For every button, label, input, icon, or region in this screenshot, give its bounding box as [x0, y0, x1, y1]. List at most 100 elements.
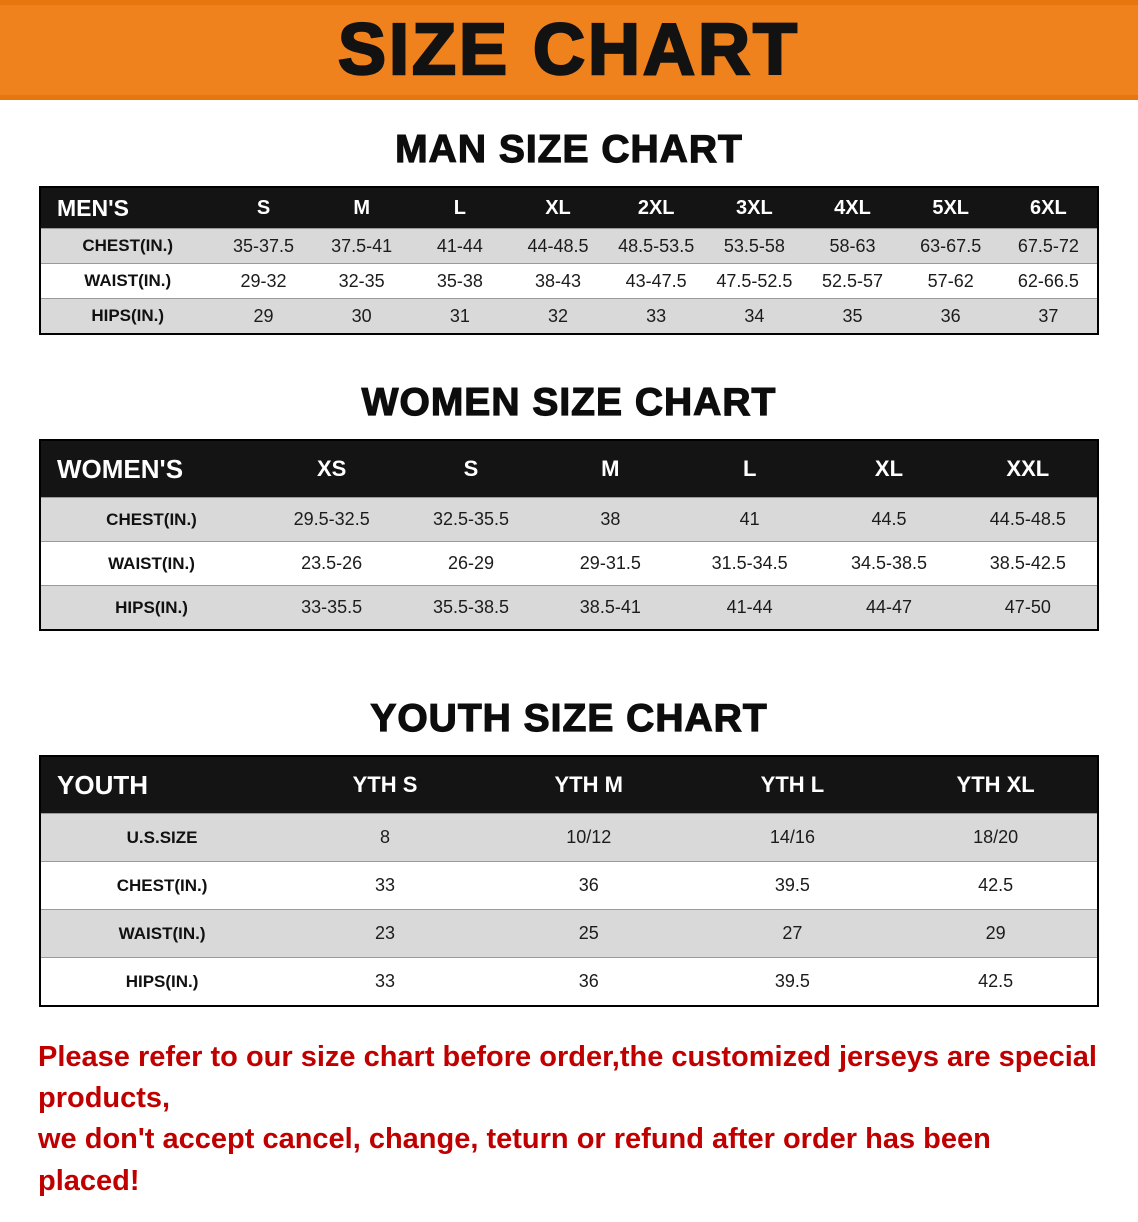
size-header-cell: 3XL — [705, 187, 804, 229]
value-cell: 41-44 — [680, 585, 820, 630]
value-cell: 44-47 — [819, 585, 959, 630]
table-row: WAIST(IN.) 23 25 27 29 — [40, 909, 1098, 958]
value-cell: 8 — [283, 813, 487, 862]
value-cell: 26-29 — [401, 541, 541, 586]
size-header-cell: YTH M — [486, 756, 691, 814]
value-cell: 30 — [312, 298, 411, 334]
value-cell: 52.5-57 — [803, 263, 902, 299]
table-row: CHEST(IN.) 33 36 39.5 42.5 — [40, 861, 1098, 910]
row-label-cell: CHEST(IN.) — [40, 228, 215, 264]
value-cell: 27 — [690, 909, 895, 958]
value-cell: 43-47.5 — [607, 263, 706, 299]
value-cell: 33 — [283, 861, 487, 910]
youth-size-table: YOUTH YTH S YTH M YTH L YTH XL U.S.SIZE 8 10/12… — [0, 755, 1138, 1007]
size-header-cell: XL — [819, 440, 959, 498]
row-label-cell: CHEST(IN.) — [40, 497, 263, 542]
row-label-cell: HIPS(IN.) — [40, 957, 284, 1006]
value-cell: 57-62 — [901, 263, 1000, 299]
value-cell: 47.5-52.5 — [705, 263, 804, 299]
table-row: CHEST(IN.) 35-37.5 37.5-41 41-44 44-48.5 48.5… — [40, 228, 1098, 264]
row-label-cell: CHEST(IN.) — [40, 861, 284, 910]
value-cell: 44.5-48.5 — [958, 497, 1098, 542]
women-size-table: WOMEN'S XS S M L XL XXL CHEST(IN.) 29.5-32.5 32.5… — [0, 439, 1138, 631]
value-cell: 44.5 — [819, 497, 959, 542]
men-section: MAN SIZE CHART MEN'S S M L XL 2XL 3XL 4XL 5XL 6XL… — [0, 127, 1138, 335]
page-title: SIZE CHART — [337, 10, 800, 90]
size-header-cell: 4XL — [803, 187, 902, 229]
value-cell: 44-48.5 — [508, 228, 608, 264]
value-cell: 29-32 — [214, 263, 313, 299]
value-cell: 32-35 — [312, 263, 411, 299]
size-header-cell: M — [540, 440, 680, 498]
size-header-cell: YTH L — [690, 756, 895, 814]
row-label-cell: HIPS(IN.) — [40, 585, 263, 630]
size-header-cell: M — [312, 187, 411, 229]
value-cell: 35-37.5 — [214, 228, 313, 264]
value-cell: 37 — [999, 298, 1098, 334]
value-cell: 29-31.5 — [540, 541, 680, 586]
size-header-cell: 5XL — [901, 187, 1000, 229]
size-header-cell: S — [214, 187, 313, 229]
size-header-cell: XL — [508, 187, 608, 229]
row-label-cell: WAIST(IN.) — [40, 263, 215, 299]
value-cell: 33 — [283, 957, 487, 1006]
value-cell: 36 — [901, 298, 1000, 334]
youth-section: YOUTH SIZE CHART YOUTH YTH S YTH M YTH L YTH… — [0, 696, 1138, 1007]
size-header-cell: XXL — [958, 440, 1098, 498]
value-cell: 42.5 — [894, 861, 1098, 910]
value-cell: 38.5-41 — [540, 585, 680, 630]
value-cell: 58-63 — [803, 228, 902, 264]
value-cell: 42.5 — [894, 957, 1098, 1006]
banner: SIZE CHART — [0, 0, 1138, 100]
table-row: CHEST(IN.) 29.5-32.5 32.5-35.5 38 41 44.5 44.5… — [40, 497, 1098, 542]
size-header-cell: 6XL — [999, 187, 1098, 229]
value-cell: 35-38 — [410, 263, 509, 299]
row-label-cell: U.S.SIZE — [40, 813, 284, 862]
value-cell: 33-35.5 — [262, 585, 402, 630]
row-label-cell: WAIST(IN.) — [40, 541, 263, 586]
table-row: WAIST(IN.) 29-32 32-35 35-38 38-43 43-47.5 47.… — [40, 263, 1098, 299]
value-cell: 35 — [803, 298, 902, 334]
value-cell: 32 — [508, 298, 608, 334]
table-title-cell: MEN'S — [40, 187, 215, 229]
value-cell: 62-66.5 — [999, 263, 1098, 299]
value-cell: 47-50 — [958, 585, 1098, 630]
table-row: WAIST(IN.) 23.5-26 26-29 29-31.5 31.5-34.5 34… — [40, 541, 1098, 586]
row-label-cell: WAIST(IN.) — [40, 909, 284, 958]
table-row: U.S.SIZE 8 10/12 14/16 18/20 — [40, 813, 1098, 862]
table-row: HIPS(IN.) 29 30 31 32 33 34 35 36 37 — [40, 298, 1098, 334]
table-header-row: YOUTH YTH S YTH M YTH L YTH XL — [40, 756, 1098, 814]
table-title-cell: YOUTH — [40, 756, 284, 814]
row-label-cell: HIPS(IN.) — [40, 298, 215, 334]
size-table: MEN'S S M L XL 2XL 3XL 4XL 5XL 6XL CHEST(IN.) 35-37… — [39, 186, 1099, 335]
value-cell: 67.5-72 — [999, 228, 1098, 264]
value-cell: 63-67.5 — [901, 228, 1000, 264]
value-cell: 38.5-42.5 — [958, 541, 1098, 586]
value-cell: 53.5-58 — [705, 228, 804, 264]
women-section-heading: WOMEN SIZE CHART — [361, 380, 777, 424]
size-header-cell: XS — [262, 440, 402, 498]
value-cell: 31 — [410, 298, 509, 334]
value-cell: 14/16 — [690, 813, 895, 862]
value-cell: 48.5-53.5 — [607, 228, 706, 264]
value-cell: 38-43 — [508, 263, 608, 299]
value-cell: 39.5 — [690, 861, 895, 910]
value-cell: 18/20 — [894, 813, 1098, 862]
size-header-cell: S — [401, 440, 541, 498]
table-row: HIPS(IN.) 33 36 39.5 42.5 — [40, 957, 1098, 1006]
value-cell: 34.5-38.5 — [819, 541, 959, 586]
value-cell: 32.5-35.5 — [401, 497, 541, 542]
value-cell: 41 — [680, 497, 820, 542]
value-cell: 37.5-41 — [312, 228, 411, 264]
value-cell: 10/12 — [486, 813, 691, 862]
footer-note: Please refer to our size chart before or… — [0, 1037, 1138, 1222]
women-section: WOMEN SIZE CHART WOMEN'S XS S M L XL XXL CHEST(… — [0, 380, 1138, 631]
value-cell: 38 — [540, 497, 680, 542]
value-cell: 36 — [486, 861, 691, 910]
size-header-cell: L — [680, 440, 820, 498]
value-cell: 29 — [894, 909, 1098, 958]
table-header-row: WOMEN'S XS S M L XL XXL — [40, 440, 1098, 498]
value-cell: 35.5-38.5 — [401, 585, 541, 630]
youth-section-heading: YOUTH SIZE CHART — [370, 696, 768, 740]
size-header-cell: L — [410, 187, 509, 229]
